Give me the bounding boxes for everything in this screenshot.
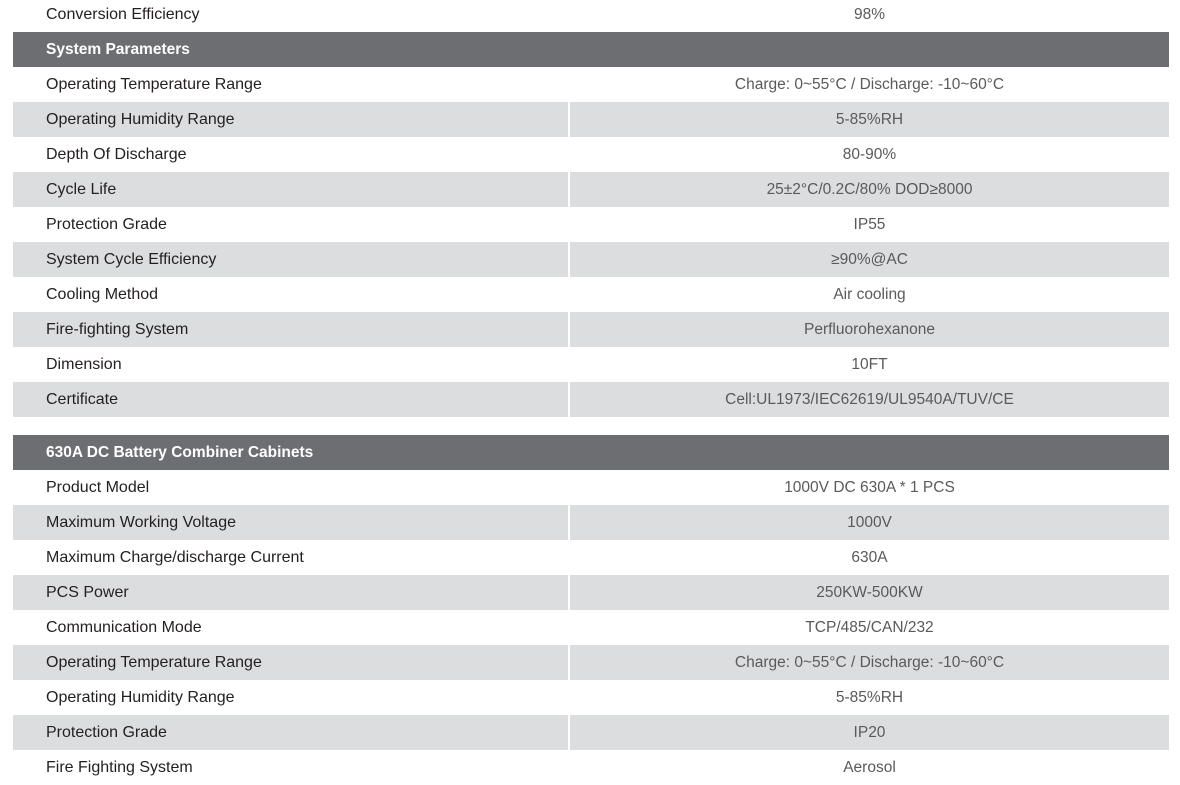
- row-label: Fire Fighting System: [46, 758, 193, 776]
- table-row: Dimension 10FT: [13, 347, 1169, 382]
- row-label: Cycle Life: [13, 172, 570, 207]
- table-row: Product Model 1000V DC 630A * 1 PCS: [13, 470, 1169, 505]
- table-row: Operating Humidity Range 5-85%RH: [13, 680, 1169, 715]
- row-value: 250KW-500KW: [816, 583, 923, 601]
- row-value: IP55: [853, 215, 886, 233]
- row-value: Perfluorohexanone: [804, 320, 935, 338]
- row-value: 5-85%RH: [835, 688, 904, 706]
- row-label: Dimension: [46, 355, 122, 373]
- section-combiner-cabinets: 630A DC Battery Combiner Cabinets Produc…: [13, 435, 1169, 785]
- row-value: 1000V DC 630A * 1 PCS: [784, 478, 955, 496]
- row-value: Cell:UL1973/IEC62619/UL9540A/TUV/CE: [725, 390, 1014, 408]
- table-row: Conversion Efficiency 98%: [13, 0, 1169, 32]
- table-row: Maximum Charge/discharge Current 630A: [13, 540, 1169, 575]
- row-label: System Cycle Efficiency: [13, 242, 570, 277]
- row-label: Operating Humidity Range: [46, 688, 235, 706]
- row-value: 25±2°C/0.2C/80% DOD≥8000: [766, 180, 973, 198]
- row-value: 10FT: [851, 355, 888, 373]
- table-row: PCS Power 250KW-500KW: [13, 575, 1169, 610]
- row-label: Fire-fighting System: [13, 312, 570, 347]
- row-label: Product Model: [46, 478, 150, 496]
- row-value: IP20: [853, 723, 886, 741]
- table-row: Communication Mode TCP/485/CAN/232: [13, 610, 1169, 645]
- row-value: Charge: 0~55°C / Discharge: -10~60°C: [734, 653, 1005, 671]
- row-value: Air cooling: [833, 285, 906, 303]
- row-value: Charge: 0~55°C / Discharge: -10~60°C: [734, 75, 1005, 93]
- table-row: Operating Humidity Range 5-85%RH: [13, 102, 1169, 137]
- table-row: Operating Temperature Range Charge: 0~55°…: [13, 645, 1169, 680]
- table-row: System Cycle Efficiency ≥90%@AC: [13, 242, 1169, 277]
- row-label: Cooling Method: [46, 285, 159, 303]
- row-value: Aerosol: [843, 758, 896, 776]
- row-label: Operating Temperature Range: [13, 645, 570, 680]
- row-value: 630A: [851, 548, 888, 566]
- row-label: Depth Of Discharge: [46, 145, 187, 163]
- row-label: Maximum Working Voltage: [13, 505, 570, 540]
- row-label: Protection Grade: [46, 215, 167, 233]
- row-label: PCS Power: [13, 575, 570, 610]
- row-label: Operating Humidity Range: [13, 102, 570, 137]
- table-row: Certificate Cell:UL1973/IEC62619/UL9540A/…: [13, 382, 1169, 417]
- table-row: Depth Of Discharge 80-90%: [13, 137, 1169, 172]
- table-row: Operating Temperature Range Charge: 0~55°…: [13, 67, 1169, 102]
- section-system-parameters: System Parameters Operating Temperature …: [13, 32, 1169, 417]
- row-value: ≥90%@AC: [831, 250, 908, 268]
- row-value: 98%: [853, 5, 886, 23]
- spec-table-top: Conversion Efficiency 98%: [13, 0, 1169, 32]
- row-label: Operating Temperature Range: [46, 75, 262, 93]
- row-label: Certificate: [13, 382, 570, 417]
- table-row: Fire-fighting System Perfluorohexanone: [13, 312, 1169, 347]
- row-label: Protection Grade: [13, 715, 570, 750]
- row-value: 80-90%: [842, 145, 897, 163]
- table-row: Protection Grade IP20: [13, 715, 1169, 750]
- row-value: TCP/485/CAN/232: [805, 618, 934, 636]
- row-label: Communication Mode: [46, 618, 202, 636]
- row-label: Maximum Charge/discharge Current: [46, 548, 304, 566]
- table-row: Fire Fighting System Aerosol: [13, 750, 1169, 785]
- table-row: Cooling Method Air cooling: [13, 277, 1169, 312]
- section-header: System Parameters: [13, 32, 1169, 67]
- section-header: 630A DC Battery Combiner Cabinets: [13, 435, 1169, 470]
- row-value: 5-85%RH: [835, 110, 904, 128]
- row-label: Conversion Efficiency: [46, 5, 200, 23]
- table-row: Cycle Life 25±2°C/0.2C/80% DOD≥8000: [13, 172, 1169, 207]
- table-row: Protection Grade IP55: [13, 207, 1169, 242]
- table-row: Maximum Working Voltage 1000V: [13, 505, 1169, 540]
- row-value: 1000V: [847, 513, 892, 531]
